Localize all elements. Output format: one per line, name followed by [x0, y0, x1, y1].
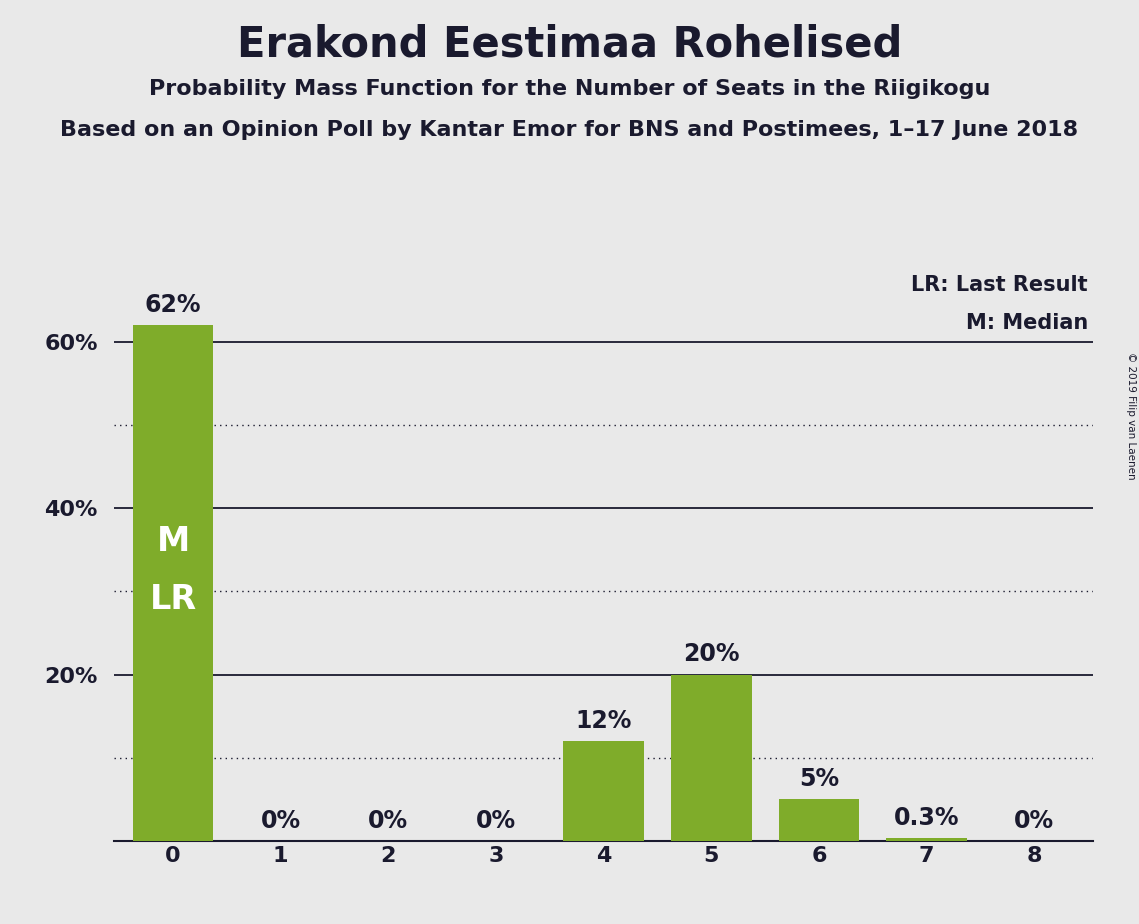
Text: LR: LR: [149, 583, 197, 616]
Bar: [133, 325, 213, 841]
Bar: [564, 741, 644, 841]
Text: Erakond Eestimaa Rohelised: Erakond Eestimaa Rohelised: [237, 23, 902, 65]
Text: M: M: [156, 525, 190, 558]
Text: 5%: 5%: [798, 767, 839, 791]
Text: 20%: 20%: [683, 642, 739, 666]
Text: 0%: 0%: [476, 808, 516, 833]
Bar: [779, 799, 859, 841]
Text: M: Median: M: Median: [966, 313, 1088, 333]
Text: 12%: 12%: [575, 709, 632, 733]
Text: © 2019 Filip van Laenen: © 2019 Filip van Laenen: [1126, 352, 1136, 480]
Text: 0%: 0%: [261, 808, 301, 833]
Text: Based on an Opinion Poll by Kantar Emor for BNS and Postimees, 1–17 June 2018: Based on an Opinion Poll by Kantar Emor …: [60, 120, 1079, 140]
Text: 62%: 62%: [145, 293, 202, 317]
Text: 0%: 0%: [368, 808, 409, 833]
Text: Probability Mass Function for the Number of Seats in the Riigikogu: Probability Mass Function for the Number…: [149, 79, 990, 99]
Text: LR: Last Result: LR: Last Result: [911, 275, 1088, 296]
Text: 0.3%: 0.3%: [894, 806, 959, 830]
Bar: [671, 675, 752, 841]
Bar: [886, 838, 967, 841]
Text: 0%: 0%: [1014, 808, 1055, 833]
